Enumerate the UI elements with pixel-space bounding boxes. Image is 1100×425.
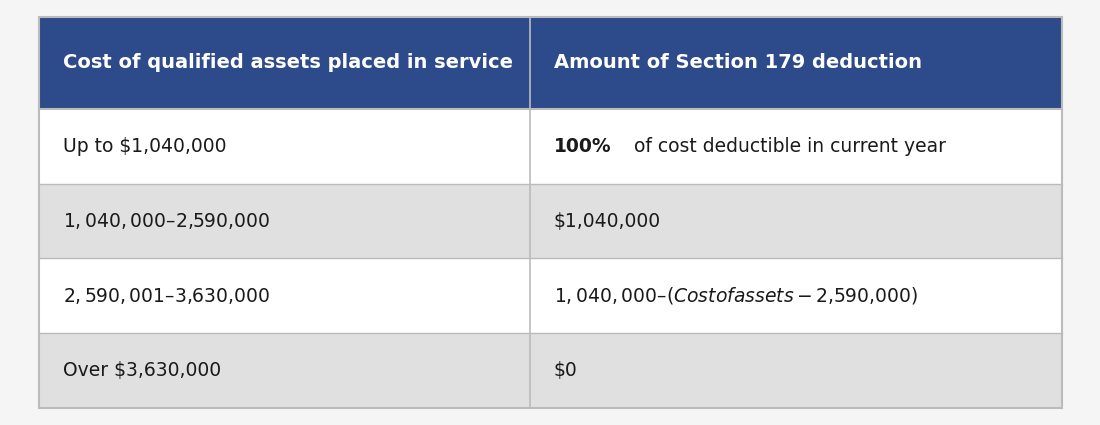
- Text: Cost of qualified assets placed in service: Cost of qualified assets placed in servi…: [63, 54, 513, 72]
- Text: $0: $0: [553, 361, 578, 380]
- Text: $2,590,001 – $3,630,000: $2,590,001 – $3,630,000: [63, 286, 270, 306]
- Bar: [39, 258, 1062, 333]
- Text: $1,040,000 – (Cost of assets-$2,590,000): $1,040,000 – (Cost of assets-$2,590,000): [553, 285, 917, 306]
- Text: Amount of Section 179 deduction: Amount of Section 179 deduction: [553, 54, 922, 72]
- Text: of cost deductible in current year: of cost deductible in current year: [628, 137, 946, 156]
- Text: Up to $1,040,000: Up to $1,040,000: [63, 137, 227, 156]
- Bar: [39, 184, 1062, 258]
- Bar: [39, 17, 1062, 109]
- Text: Over $3,630,000: Over $3,630,000: [63, 361, 221, 380]
- Bar: [39, 333, 1062, 408]
- Text: 100%: 100%: [553, 137, 612, 156]
- Text: $1,040,000 – $2,590,000: $1,040,000 – $2,590,000: [63, 211, 270, 231]
- Text: $1,040,000: $1,040,000: [553, 212, 661, 230]
- Bar: [39, 109, 1062, 184]
